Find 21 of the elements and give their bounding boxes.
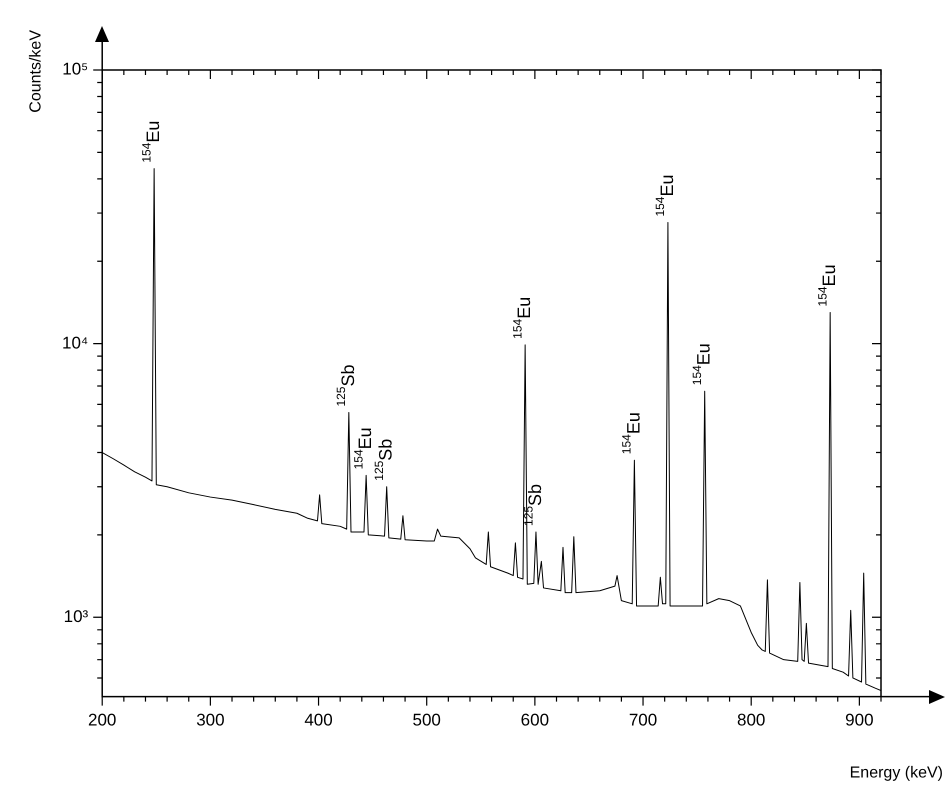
- x-tick-label: 400: [304, 710, 333, 730]
- y-tick-label: 10⁴: [62, 333, 88, 352]
- y-axis-title: Counts/keV: [28, 30, 45, 113]
- annotation: 154Eu: [690, 343, 714, 386]
- annotation: 125Sb: [521, 484, 545, 526]
- y-tick-label: 10⁵: [62, 60, 88, 79]
- x-tick-label: 900: [845, 710, 874, 730]
- x-tick-label: 700: [628, 710, 658, 730]
- x-tick-label: 300: [196, 710, 225, 730]
- x-tick-label: 500: [412, 710, 441, 730]
- x-tick-label: 600: [520, 710, 550, 730]
- annotation: 154Eu: [510, 296, 534, 339]
- annotation: 125Sb: [334, 364, 358, 407]
- annotation: 154Eu: [653, 174, 677, 217]
- annotation: 154Eu: [815, 264, 840, 306]
- y-tick-label: 10³: [64, 606, 89, 626]
- x-axis-title: Energy (keV): [850, 764, 943, 782]
- x-tick-label: 200: [88, 710, 116, 730]
- x-tick-label: 800: [737, 710, 766, 730]
- annotation: 154Eu: [620, 412, 644, 454]
- annotation: 154Eu: [139, 120, 164, 163]
